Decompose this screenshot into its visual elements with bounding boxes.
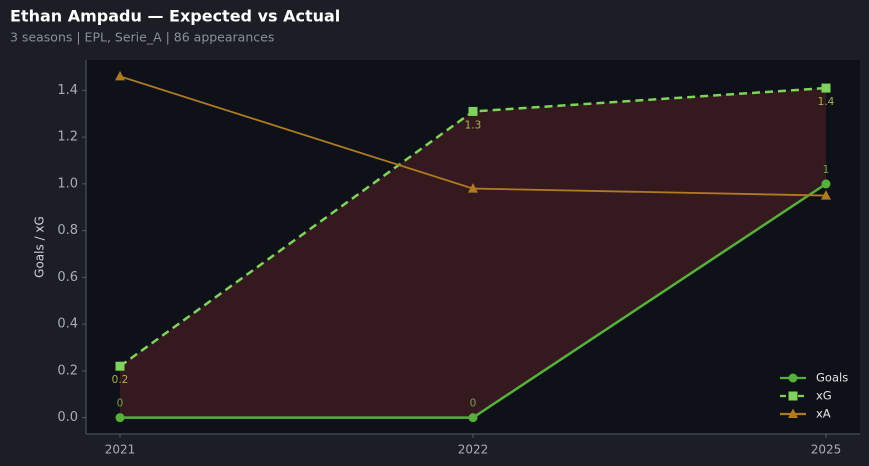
legend-label: Goals [816, 371, 848, 385]
data-label: 0 [470, 398, 477, 410]
point [115, 361, 125, 371]
point [788, 391, 798, 401]
gap-area [120, 88, 826, 418]
data-label: 1.4 [818, 96, 835, 108]
data-label: 1.3 [465, 119, 482, 131]
chart-subtitle: 3 seasons | EPL, Serie_A | 86 appearance… [10, 30, 274, 45]
point [821, 179, 831, 189]
y-tick-label: 0.2 [57, 363, 78, 378]
legend-label: xG [816, 389, 832, 403]
point [468, 413, 478, 423]
legend-label: xA [816, 407, 831, 421]
point [115, 70, 125, 81]
y-tick-label: 1.2 [57, 130, 78, 145]
x-tick-label: 2021 [105, 443, 136, 457]
y-tick-label: 1.0 [57, 176, 78, 191]
point [468, 183, 478, 193]
point [821, 190, 831, 200]
point [115, 413, 125, 423]
point [468, 106, 478, 116]
data-label: 0.2 [112, 374, 129, 386]
data-label: 0 [117, 398, 124, 410]
x-tick-label: 2022 [458, 443, 489, 457]
y-tick-label: 1.4 [57, 83, 78, 98]
data-label: 1 [823, 164, 830, 176]
point [788, 373, 798, 383]
point [788, 408, 798, 418]
x-tick-label: 2025 [811, 443, 842, 457]
y-tick-label: 0.0 [57, 410, 78, 425]
chart-title: Ethan Ampadu — Expected vs Actual [10, 7, 340, 26]
y-tick-label: 0.4 [57, 317, 78, 332]
y-tick-label: 0.8 [57, 223, 78, 238]
y-axis-label: Goals / xG [33, 216, 47, 278]
point [821, 83, 831, 93]
y-tick-label: 0.6 [57, 270, 78, 285]
